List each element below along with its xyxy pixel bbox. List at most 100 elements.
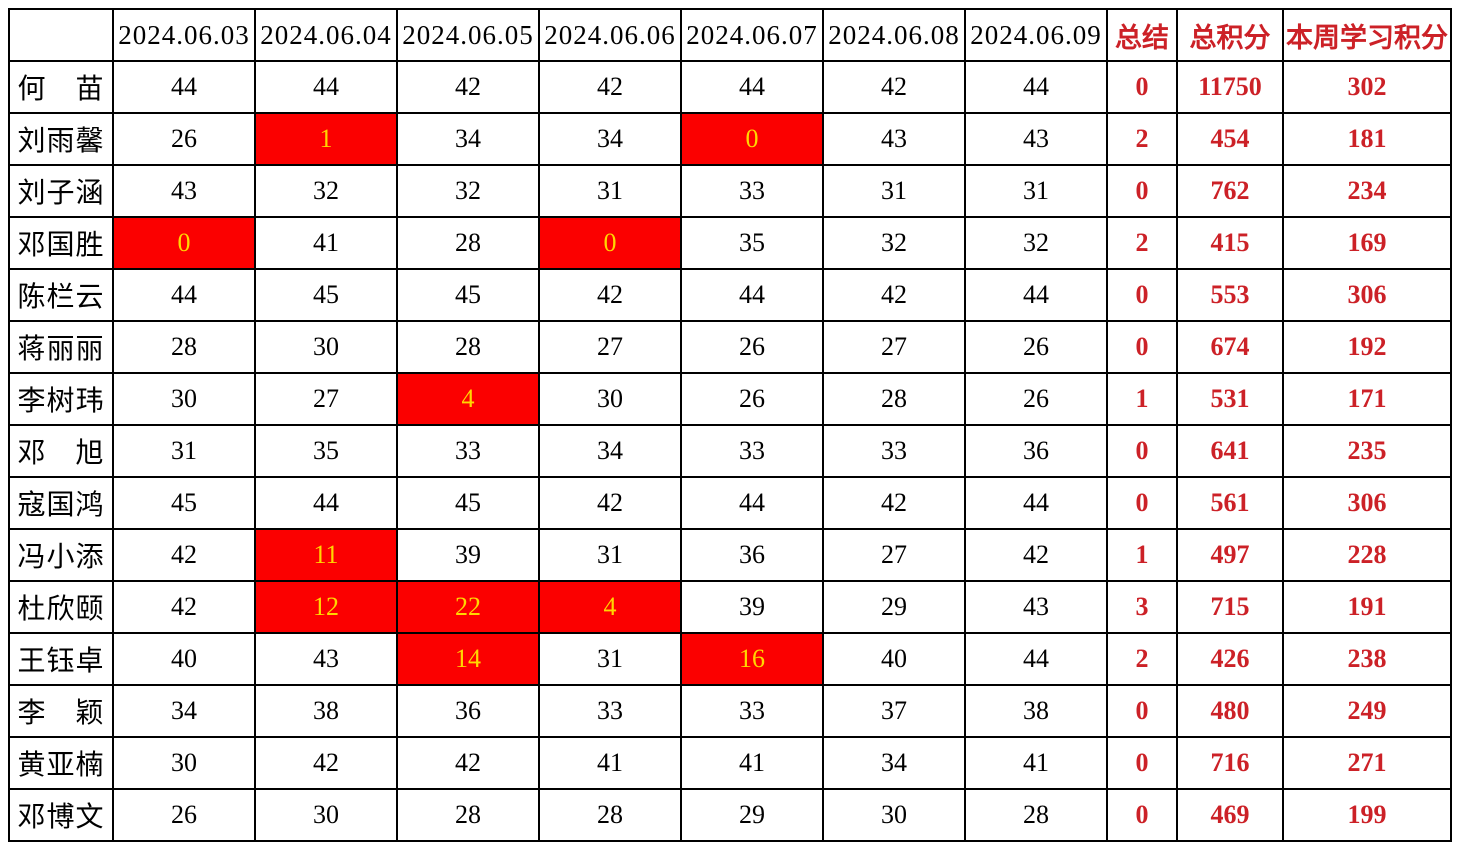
total-points-cell: 561 [1176, 476, 1284, 530]
table-row: 杜欣颐 42 12 22 4 39 29 43 3 715 191 [8, 580, 1452, 634]
table-row: 李 颖 34 38 36 33 33 37 38 0 480 249 [8, 684, 1452, 738]
daily-score-cell: 44 [254, 60, 398, 114]
daily-score-cell: 45 [396, 476, 540, 530]
daily-score-cell: 27 [254, 372, 398, 426]
summary-count-cell: 0 [1106, 320, 1178, 374]
student-name-cell: 杜欣颐 [8, 580, 114, 634]
table-row: 寇国鸿 45 44 45 42 44 42 44 0 561 306 [8, 476, 1452, 530]
daily-score-cell: 41 [254, 216, 398, 270]
daily-score-cell: 43 [254, 632, 398, 686]
daily-score-cell: 37 [822, 684, 966, 738]
week-points-cell: 234 [1282, 164, 1452, 218]
daily-score-cell: 28 [822, 372, 966, 426]
week-points-cell: 249 [1282, 684, 1452, 738]
daily-score-cell: 38 [964, 684, 1108, 738]
table-row: 刘雨馨 26 1 34 34 0 43 43 2 454 181 [8, 112, 1452, 166]
daily-score-cell: 31 [112, 424, 256, 478]
daily-score-cell: 41 [538, 736, 682, 790]
daily-score-cell: 28 [112, 320, 256, 374]
daily-score-cell: 33 [396, 424, 540, 478]
daily-score-cell: 45 [112, 476, 256, 530]
summary-count-cell: 0 [1106, 268, 1178, 322]
table-row: 邓国胜 0 41 28 0 35 32 32 2 415 169 [8, 216, 1452, 270]
daily-score-cell: 29 [680, 788, 824, 842]
week-points-cell: 228 [1282, 528, 1452, 582]
student-name-cell: 寇国鸿 [8, 476, 114, 530]
total-points-cell: 415 [1176, 216, 1284, 270]
week-points-cell: 306 [1282, 476, 1452, 530]
student-name-cell: 李树玮 [8, 372, 114, 426]
daily-score-cell: 42 [822, 476, 966, 530]
date-column-header: 2024.06.03 [112, 8, 256, 62]
summary-column-header: 本周学习积分 [1282, 8, 1452, 62]
daily-score-cell: 34 [822, 736, 966, 790]
daily-score-cell-highlighted: 0 [112, 216, 256, 270]
daily-score-cell: 29 [822, 580, 966, 634]
daily-score-cell: 34 [112, 684, 256, 738]
daily-score-cell: 44 [112, 60, 256, 114]
summary-count-cell: 0 [1106, 60, 1178, 114]
daily-score-cell: 44 [254, 476, 398, 530]
daily-score-cell: 31 [538, 164, 682, 218]
summary-count-cell: 2 [1106, 632, 1178, 686]
date-column-header: 2024.06.05 [396, 8, 540, 62]
total-points-cell: 716 [1176, 736, 1284, 790]
daily-score-cell: 35 [680, 216, 824, 270]
daily-score-cell: 36 [680, 528, 824, 582]
daily-score-cell: 30 [822, 788, 966, 842]
daily-score-cell: 28 [538, 788, 682, 842]
daily-score-cell: 42 [538, 476, 682, 530]
daily-score-cell: 36 [964, 424, 1108, 478]
table-row: 邓博文 26 30 28 28 29 30 28 0 469 199 [8, 788, 1452, 842]
daily-score-cell: 31 [538, 632, 682, 686]
daily-score-cell: 32 [964, 216, 1108, 270]
total-points-cell: 531 [1176, 372, 1284, 426]
daily-score-cell-highlighted: 16 [680, 632, 824, 686]
student-name-cell: 邓 旭 [8, 424, 114, 478]
student-name-cell: 李 颖 [8, 684, 114, 738]
week-points-cell: 302 [1282, 60, 1452, 114]
student-name-cell: 何 苗 [8, 60, 114, 114]
total-points-cell: 454 [1176, 112, 1284, 166]
summary-count-cell: 1 [1106, 528, 1178, 582]
daily-score-cell: 44 [112, 268, 256, 322]
daily-score-cell: 39 [396, 528, 540, 582]
daily-score-cell: 27 [822, 320, 966, 374]
summary-column-header: 总积分 [1176, 8, 1284, 62]
total-points-cell: 762 [1176, 164, 1284, 218]
summary-count-cell: 0 [1106, 164, 1178, 218]
daily-score-cell-highlighted: 1 [254, 112, 398, 166]
total-points-cell: 497 [1176, 528, 1284, 582]
daily-score-cell: 42 [396, 60, 540, 114]
daily-score-cell: 26 [680, 320, 824, 374]
daily-score-cell: 39 [680, 580, 824, 634]
daily-score-cell: 26 [112, 788, 256, 842]
summary-count-cell: 1 [1106, 372, 1178, 426]
week-points-cell: 235 [1282, 424, 1452, 478]
table-row: 何 苗 44 44 42 42 44 42 44 0 11750 302 [8, 60, 1452, 114]
daily-score-cell: 26 [964, 372, 1108, 426]
date-column-header: 2024.06.07 [680, 8, 824, 62]
daily-score-cell-highlighted: 14 [396, 632, 540, 686]
daily-score-cell: 38 [254, 684, 398, 738]
daily-score-cell-highlighted: 22 [396, 580, 540, 634]
daily-score-cell: 43 [822, 112, 966, 166]
student-name-cell: 王钰卓 [8, 632, 114, 686]
name-column-header [8, 8, 114, 62]
daily-score-cell: 36 [396, 684, 540, 738]
table-row: 李树玮 30 27 4 30 26 28 26 1 531 171 [8, 372, 1452, 426]
daily-score-cell: 33 [538, 684, 682, 738]
daily-score-cell: 31 [538, 528, 682, 582]
week-points-cell: 199 [1282, 788, 1452, 842]
total-points-cell: 480 [1176, 684, 1284, 738]
daily-score-cell: 31 [822, 164, 966, 218]
daily-score-cell: 42 [112, 528, 256, 582]
summary-count-cell: 0 [1106, 788, 1178, 842]
summary-count-cell: 0 [1106, 476, 1178, 530]
daily-score-cell: 28 [396, 320, 540, 374]
daily-score-cell: 30 [112, 372, 256, 426]
daily-score-cell: 33 [680, 164, 824, 218]
student-name-cell: 蒋丽丽 [8, 320, 114, 374]
daily-score-cell: 35 [254, 424, 398, 478]
